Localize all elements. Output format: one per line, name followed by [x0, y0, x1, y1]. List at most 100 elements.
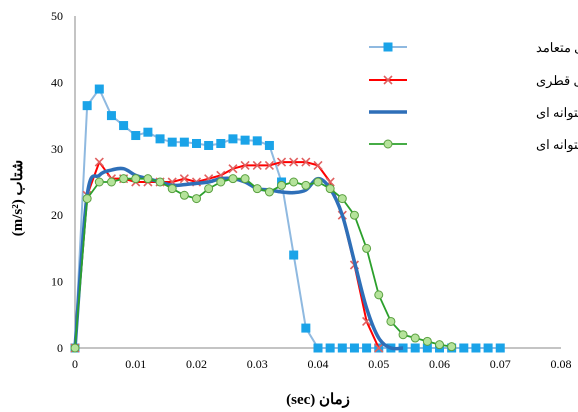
data-point-square [216, 138, 226, 148]
data-point-x [228, 164, 238, 174]
legend: ۱۱۰ - نواری متعامد ۱۱۰ - نواری قطری ۱۱۰ - … [369, 40, 578, 153]
data-point-square [383, 42, 393, 52]
x-tick-label: 0.01 [125, 357, 146, 371]
data-point-x [301, 157, 311, 167]
legend-item: ۱۱۰ - نواری متعامد [369, 40, 578, 56]
x-axis-title: زمان (sec) [286, 392, 350, 408]
data-point-circle [374, 290, 384, 300]
data-point-x [240, 160, 250, 170]
data-point-square [252, 136, 262, 146]
data-point-x [374, 343, 384, 353]
data-point-circle [82, 194, 92, 204]
y-tick-labels: 0 10 20 30 40 50 [51, 9, 63, 355]
data-point-circle [143, 174, 153, 184]
data-point-circle [204, 184, 214, 194]
data-point-circle [131, 174, 141, 184]
data-point-square [131, 131, 141, 141]
data-point-square [459, 343, 469, 353]
data-point-circle [119, 174, 129, 184]
y-tick-label: 40 [51, 75, 63, 89]
legend-item: ۱۱۰ - نیم استوانه ای [369, 105, 578, 121]
data-point-square [301, 323, 311, 333]
data-point-square [155, 134, 165, 144]
y-tick-label: 50 [51, 9, 63, 23]
data-point-circle [264, 187, 274, 197]
data-point-circle [252, 184, 262, 194]
data-point-square [362, 343, 372, 353]
series-0 [70, 84, 505, 353]
series-3 [70, 174, 457, 353]
x-tick-labels: 0 0.01 0.02 0.03 0.04 0.05 0.06 0.07 0.08 [72, 357, 572, 371]
data-point-square [228, 134, 238, 144]
data-point-square [94, 84, 104, 94]
data-point-square [179, 137, 189, 147]
data-point-square [192, 138, 201, 148]
legend-item: ۱۱۰ - استوانه ای [369, 137, 578, 153]
data-point-square [240, 135, 250, 145]
data-point-square [264, 140, 274, 150]
data-point-circle [422, 336, 432, 346]
data-point-circle [94, 177, 104, 187]
data-point-square [422, 343, 432, 353]
data-point-square [143, 127, 153, 137]
data-point-circle [362, 243, 372, 253]
legend-label: ۱۱۰ - نیم استوانه ای [536, 105, 578, 121]
y-tick-label: 0 [57, 341, 63, 355]
data-point-circle [435, 340, 444, 350]
data-point-x [264, 160, 274, 170]
data-point-square [483, 343, 493, 353]
data-point-square [325, 343, 335, 353]
x-tick-label: 0.06 [429, 357, 450, 371]
data-point-square [313, 343, 323, 353]
data-point-circle [313, 177, 323, 187]
series-layer [70, 84, 505, 353]
x-tick-label: 0.08 [551, 357, 572, 371]
data-point-circle [349, 210, 359, 220]
y-tick-label: 30 [51, 142, 63, 156]
data-point-circle [106, 177, 116, 187]
data-point-x [252, 160, 262, 170]
data-point-circle [179, 190, 189, 200]
x-tick-label: 0.04 [308, 357, 329, 371]
legend-label: ۱۱۰ - نواری متعامد [536, 40, 578, 56]
data-point-square [349, 343, 359, 353]
data-point-circle [386, 316, 396, 326]
x-tick-label: 0.07 [490, 357, 511, 371]
data-point-circle [216, 177, 226, 187]
legend-label: ۱۱۰ - استوانه ای [536, 137, 578, 153]
data-point-circle [192, 194, 201, 204]
series-line [73, 166, 404, 351]
data-point-circle [410, 333, 420, 343]
data-point-circle [301, 180, 311, 190]
legend-item: ۱۱۰ - نواری قطری [369, 73, 578, 89]
data-point-x [179, 174, 189, 184]
data-point-square [337, 343, 347, 353]
data-point-square [204, 140, 214, 150]
x-tick-label: 0.05 [368, 357, 389, 371]
series-line [74, 88, 501, 349]
data-point-square [410, 343, 420, 353]
data-point-circle [447, 342, 457, 352]
data-point-circle [228, 174, 238, 184]
data-point-circle [337, 194, 347, 204]
data-point-circle [325, 184, 335, 194]
data-point-square [106, 111, 116, 121]
data-point-square [82, 101, 92, 111]
data-point-circle [155, 177, 165, 187]
data-point-x [276, 157, 287, 167]
legend-label: ۱۱۰ - نواری قطری [536, 73, 578, 89]
x-tick-label: 0 [72, 357, 78, 371]
data-point-x [383, 75, 393, 85]
data-point-square [119, 121, 129, 131]
series-2 [73, 166, 404, 351]
data-point-circle [240, 174, 250, 184]
data-point-square [471, 343, 481, 353]
series-1 [70, 157, 384, 353]
data-point-square [495, 343, 505, 353]
data-point-circle [398, 330, 408, 340]
data-point-square [167, 137, 177, 147]
data-point-x [94, 157, 104, 167]
y-tick-label: 10 [51, 275, 63, 289]
data-point-x [313, 160, 323, 170]
